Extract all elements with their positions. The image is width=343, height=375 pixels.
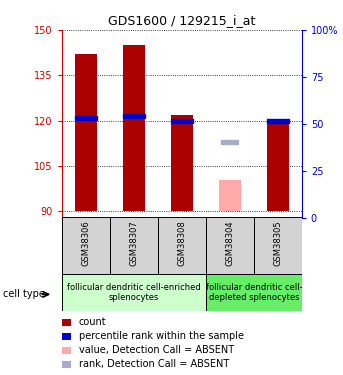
Text: GSM38304: GSM38304 xyxy=(225,220,234,266)
Text: GSM38307: GSM38307 xyxy=(129,220,138,266)
Bar xyxy=(62,318,71,326)
Text: value, Detection Call = ABSENT: value, Detection Call = ABSENT xyxy=(79,345,234,355)
Bar xyxy=(171,119,193,123)
Bar xyxy=(219,180,241,212)
Bar xyxy=(171,115,193,212)
Bar xyxy=(254,217,302,274)
Text: GSM38308: GSM38308 xyxy=(177,220,186,266)
Bar xyxy=(75,116,97,120)
Text: cell type: cell type xyxy=(3,290,45,299)
Text: follicular dendritic cell-enriched
splenocytes: follicular dendritic cell-enriched splen… xyxy=(67,283,201,302)
Title: GDS1600 / 129215_i_at: GDS1600 / 129215_i_at xyxy=(108,15,256,27)
Bar xyxy=(62,217,110,274)
Text: rank, Detection Call = ABSENT: rank, Detection Call = ABSENT xyxy=(79,359,229,369)
Bar xyxy=(267,121,288,211)
Bar xyxy=(62,361,71,368)
Bar xyxy=(123,45,145,211)
Text: count: count xyxy=(79,317,106,327)
Text: GSM38306: GSM38306 xyxy=(81,220,90,266)
Bar xyxy=(158,217,206,274)
Bar xyxy=(62,346,71,354)
Bar xyxy=(206,217,254,274)
Bar xyxy=(221,140,238,144)
Text: GSM38305: GSM38305 xyxy=(273,220,282,266)
Bar xyxy=(62,274,206,311)
Bar xyxy=(110,217,158,274)
Text: follicular dendritic cell-
depleted splenocytes: follicular dendritic cell- depleted sple… xyxy=(205,283,302,302)
Bar xyxy=(123,114,145,118)
Text: percentile rank within the sample: percentile rank within the sample xyxy=(79,331,244,341)
Bar xyxy=(62,333,71,340)
Bar xyxy=(267,119,288,123)
Bar xyxy=(75,54,97,211)
Bar xyxy=(206,274,302,311)
